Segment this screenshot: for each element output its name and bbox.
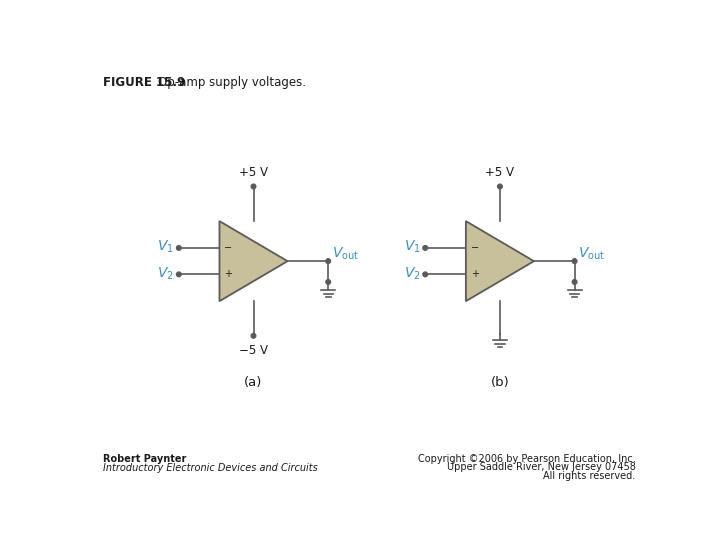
Circle shape (572, 259, 577, 264)
Circle shape (572, 280, 577, 284)
Polygon shape (466, 221, 534, 301)
Polygon shape (220, 221, 287, 301)
Circle shape (498, 184, 503, 189)
Text: Copyright ©2006 by Pearson Education, Inc.: Copyright ©2006 by Pearson Education, In… (418, 454, 636, 464)
Text: $V_{\rm out}$: $V_{\rm out}$ (332, 245, 359, 262)
Text: +: + (224, 269, 233, 279)
Circle shape (423, 246, 428, 250)
Text: +5 V: +5 V (485, 166, 514, 179)
Circle shape (176, 272, 181, 276)
Text: All rights reserved.: All rights reserved. (543, 470, 636, 481)
Text: −5 V: −5 V (239, 343, 268, 356)
Text: −: − (224, 243, 233, 253)
Circle shape (176, 246, 181, 250)
Text: $V_{\rm out}$: $V_{\rm out}$ (578, 245, 606, 262)
Text: +: + (471, 269, 479, 279)
Circle shape (423, 272, 428, 276)
Text: Robert Paynter: Robert Paynter (102, 454, 186, 464)
Text: Introductory Electronic Devices and Circuits: Introductory Electronic Devices and Circ… (102, 463, 318, 473)
Text: −: − (471, 243, 479, 253)
Text: $V_1$: $V_1$ (158, 239, 174, 255)
Circle shape (251, 334, 256, 338)
Circle shape (326, 259, 330, 264)
Text: (a): (a) (244, 375, 263, 389)
Text: $V_1$: $V_1$ (404, 239, 420, 255)
Text: $V_2$: $V_2$ (404, 265, 420, 282)
Text: FIGURE 15.9: FIGURE 15.9 (102, 76, 185, 89)
Circle shape (326, 280, 330, 284)
Text: Op-amp supply voltages.: Op-amp supply voltages. (158, 76, 306, 89)
Text: (b): (b) (490, 375, 509, 389)
Text: $V_2$: $V_2$ (158, 265, 174, 282)
Circle shape (251, 184, 256, 189)
Text: +5 V: +5 V (239, 166, 268, 179)
Text: Upper Saddle River, New Jersey 07458: Upper Saddle River, New Jersey 07458 (446, 462, 636, 472)
